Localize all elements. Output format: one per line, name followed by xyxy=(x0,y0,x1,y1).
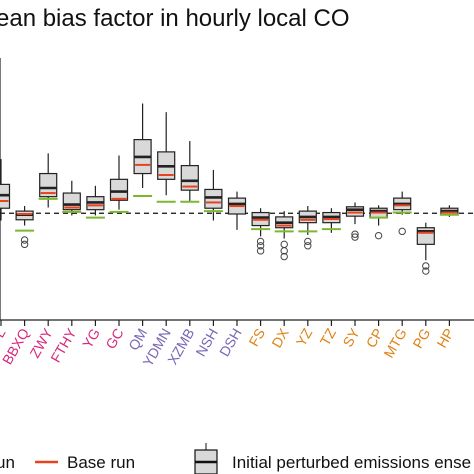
box-pg xyxy=(417,223,434,275)
x-tick-label: GC xyxy=(102,326,126,352)
iqr-box xyxy=(205,189,222,208)
iqr-box xyxy=(111,179,128,200)
legend-label-base-run: Base run xyxy=(67,453,135,472)
x-tick-label: L xyxy=(0,325,9,340)
x-tick-label: DX xyxy=(268,325,292,350)
chart-title: ean bias factor in hourly local CO xyxy=(0,5,350,32)
box-dx xyxy=(275,211,294,260)
box-fthy xyxy=(62,181,81,216)
x-tick-label: DSH xyxy=(216,326,245,360)
x-tick-label: TZ xyxy=(317,325,340,348)
box-qm xyxy=(133,104,152,196)
x-tick-label: NSH xyxy=(192,326,221,360)
legend-label-box: Initial perturbed emissions ense xyxy=(232,453,471,472)
box-cp xyxy=(369,205,388,239)
x-tick-label: PG xyxy=(409,326,433,352)
box-hp xyxy=(440,205,459,217)
box-zwy xyxy=(39,153,58,207)
x-tick-label: FS xyxy=(245,326,268,349)
box-gc xyxy=(110,156,129,212)
legend: un Base run Initial perturbed emissions … xyxy=(0,443,471,474)
outlier-point xyxy=(375,232,381,238)
legend-label-green: un xyxy=(0,453,15,472)
outlier-point xyxy=(21,241,27,247)
outlier-point xyxy=(281,241,287,247)
x-tick-label: YZ xyxy=(293,325,316,349)
box-ydmn xyxy=(157,112,176,202)
box-mtg xyxy=(393,192,412,235)
box-sy xyxy=(347,202,364,240)
x-tick-label: HP xyxy=(433,326,457,351)
outlier-point xyxy=(399,228,405,234)
iqr-box xyxy=(347,207,364,216)
boxes-group xyxy=(0,104,459,275)
box-bbxq xyxy=(15,206,34,247)
x-tick-label: SY xyxy=(339,325,363,350)
x-tick-label: MTG xyxy=(380,326,409,361)
box-tz xyxy=(322,208,341,233)
outlier-point xyxy=(305,243,311,249)
box-l xyxy=(0,159,10,220)
x-tick-label: FTHY xyxy=(47,325,79,365)
x-tick-label: YG xyxy=(79,326,103,352)
box-xzmb xyxy=(180,141,199,202)
box-fs xyxy=(251,208,270,254)
box-yz xyxy=(298,206,317,249)
box-dsh xyxy=(229,192,246,230)
